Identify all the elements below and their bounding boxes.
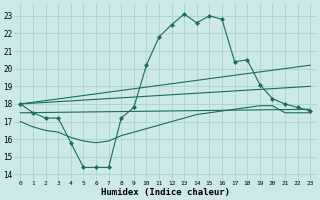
X-axis label: Humidex (Indice chaleur): Humidex (Indice chaleur) — [101, 188, 230, 197]
